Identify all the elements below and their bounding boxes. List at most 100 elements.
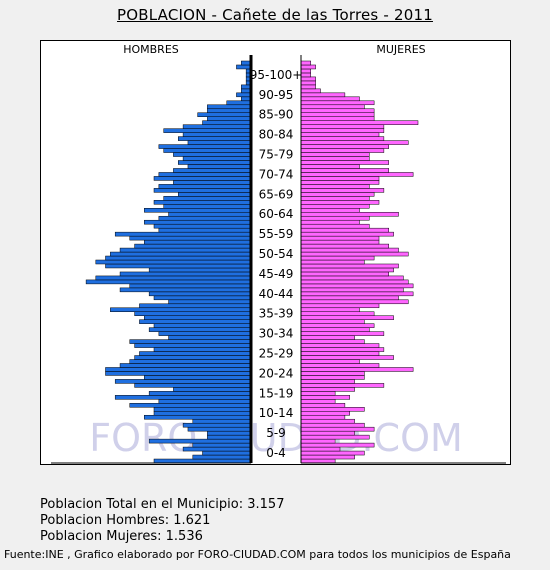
bar-hombres [153, 295, 252, 301]
bar-mujeres [300, 168, 389, 173]
bar-hombres [153, 176, 252, 181]
bar-hombres [202, 120, 252, 125]
bar-hombres [192, 418, 252, 424]
bar-mujeres [300, 211, 399, 217]
bar-hombres [182, 124, 252, 129]
bar-mujeres [300, 251, 409, 257]
bar-mujeres [300, 255, 375, 261]
population-pyramid: FORO-CIUDAD.COM HOMBRES MUJERES 95-100+ 90-… [51, 43, 506, 464]
bar-hombres [144, 414, 252, 420]
bar-hombres [95, 275, 252, 281]
bar-hombres [144, 219, 252, 225]
bar-hombres [144, 375, 252, 380]
stat-mujeres: Poblacion Mujeres: 1.536 [40, 529, 203, 544]
bar-mujeres [300, 355, 394, 360]
bar-mujeres [300, 275, 404, 281]
bar-mujeres [300, 100, 375, 106]
age-label: 60-64 [259, 207, 294, 221]
bar-hombres [168, 335, 252, 340]
bar-mujeres [300, 140, 409, 145]
bar-mujeres [300, 426, 375, 432]
bar-mujeres [300, 72, 311, 78]
bar-mujeres [300, 418, 355, 424]
bar-mujeres [300, 287, 404, 293]
bar-mujeres [300, 108, 375, 113]
bar-hombres [153, 458, 252, 464]
bar-hombres [236, 92, 252, 98]
bar-mujeres [300, 76, 316, 82]
bar-hombres [134, 343, 252, 348]
bar-mujeres [300, 68, 311, 74]
bar-mujeres [300, 351, 380, 356]
age-label: 80-84 [259, 128, 294, 142]
bar-mujeres [300, 323, 375, 328]
bar-hombres [148, 291, 252, 297]
bar-hombres [158, 184, 252, 189]
bar-mujeres [300, 152, 370, 157]
bar-mujeres [300, 327, 370, 332]
bar-hombres [105, 371, 252, 376]
bar-mujeres [300, 442, 375, 448]
bar-mujeres [300, 299, 409, 305]
age-label: 95-100+ [250, 68, 303, 82]
bar-mujeres [300, 271, 389, 277]
bar-hombres [173, 152, 252, 157]
bar-mujeres [300, 303, 380, 309]
bar-mujeres [300, 291, 414, 297]
bar-mujeres [300, 335, 355, 340]
bar-hombres [158, 331, 252, 336]
bar-mujeres [300, 184, 370, 189]
bar-hombres [134, 355, 252, 360]
bar-hombres [182, 446, 252, 452]
bar-mujeres [300, 438, 336, 444]
bar-mujeres [300, 267, 394, 273]
bar-hombres [105, 255, 252, 261]
bar-hombres [144, 239, 252, 245]
bar-hombres [173, 180, 252, 185]
bar-mujeres [300, 227, 389, 233]
age-label: 20-24 [259, 366, 294, 380]
bar-hombres [148, 438, 252, 444]
source-note: Fuente:INE , Grafico elaborado por FORO-… [4, 548, 511, 561]
bar-mujeres [300, 124, 385, 129]
bar-hombres [207, 108, 252, 113]
stat-total: Poblacion Total en el Municipio: 3.157 [40, 497, 285, 512]
bar-mujeres [300, 383, 385, 388]
bar-mujeres [300, 458, 336, 464]
bar-hombres [226, 100, 252, 106]
bar-hombres [207, 116, 252, 121]
bar-mujeres [300, 247, 399, 253]
bar-hombres [153, 323, 252, 328]
bar-hombres [139, 351, 252, 356]
bar-hombres [158, 172, 252, 177]
bar-mujeres [300, 407, 365, 412]
bar-hombres [134, 243, 252, 249]
bar-hombres [114, 395, 252, 400]
bar-hombres [114, 379, 252, 384]
bar-hombres [173, 168, 252, 173]
bar-mujeres [300, 259, 365, 265]
bar-hombres [95, 259, 252, 265]
bar-mujeres [300, 80, 316, 86]
bar-mujeres [300, 454, 355, 460]
bar-hombres [192, 454, 252, 460]
chart-title: POBLACION - Cañete de las Torres - 2011 [117, 6, 433, 24]
bar-hombres [119, 363, 252, 368]
bar-hombres [163, 196, 252, 201]
bar-hombres [182, 422, 252, 428]
age-label: 85-90 [259, 108, 294, 122]
age-label: 70-74 [259, 167, 294, 181]
bar-hombres [153, 407, 252, 412]
bar-mujeres [300, 235, 380, 241]
bar-hombres [163, 128, 252, 133]
age-label: 90-95 [259, 88, 294, 102]
bar-hombres [158, 215, 252, 221]
bar-mujeres [300, 88, 321, 94]
bar-hombres [207, 104, 252, 110]
bar-mujeres [300, 132, 380, 137]
bar-mujeres [300, 359, 360, 364]
bar-mujeres [300, 116, 375, 121]
bar-mujeres [300, 164, 360, 169]
bar-mujeres [300, 399, 336, 404]
bar-hombres [114, 231, 252, 237]
